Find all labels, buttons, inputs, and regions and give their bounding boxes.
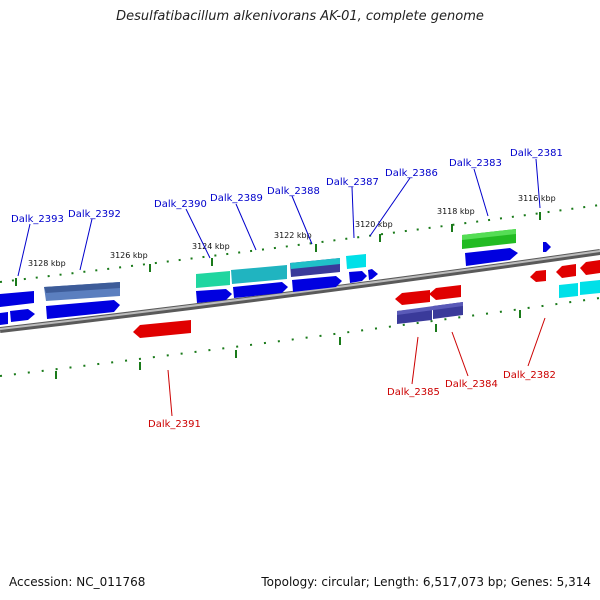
gene-arrow <box>368 269 378 280</box>
gene-label: Dalk_2384 <box>445 379 498 390</box>
kbp-label: 3124 kbp <box>192 242 230 251</box>
scale-line-lower <box>0 297 600 377</box>
gene-arrow <box>46 300 120 319</box>
gene-arrow <box>429 285 461 300</box>
gene-arrow <box>0 291 34 307</box>
gene-arrow <box>556 264 576 278</box>
gene-label: Dalk_2385 <box>387 387 440 398</box>
feature-bar <box>196 271 230 288</box>
feature-bar <box>231 265 287 284</box>
reverse-genes <box>133 260 600 338</box>
feature-track-upper <box>44 229 516 301</box>
gene-label: Dalk_2383 <box>449 158 502 169</box>
gene-label: Dalk_2389 <box>210 193 263 204</box>
kbp-label: 3122 kbp <box>274 231 312 240</box>
gene-arrow <box>292 276 342 292</box>
feature-track-lower <box>397 280 600 324</box>
gene-arrow <box>543 242 551 252</box>
kbp-label: 3118 kbp <box>437 207 475 216</box>
gene-label: Dalk_2390 <box>154 199 207 210</box>
feature-bar <box>580 280 600 295</box>
gene-arrow <box>233 282 288 298</box>
accession-text: Accession: NC_011768 <box>9 575 146 589</box>
gene-arrow <box>395 290 430 305</box>
scale-line-upper <box>0 204 600 283</box>
gene-arrow <box>133 320 191 338</box>
kbp-label: 3126 kbp <box>110 251 148 260</box>
gene-label: Dalk_2392 <box>68 209 121 220</box>
gene-label: Dalk_2381 <box>510 148 563 159</box>
kbp-label: 3128 kbp <box>28 259 66 268</box>
gene-arrow <box>349 271 367 283</box>
forward-genes <box>0 242 551 325</box>
topology-text: Topology: circular; Length: 6,517,073 bp… <box>261 575 591 589</box>
label-leader-lines-upper <box>17 158 541 277</box>
gene-arrow <box>530 270 546 282</box>
gene-label: Dalk_2388 <box>267 186 320 197</box>
feature-bar <box>346 254 366 269</box>
label-leader-lines-lower <box>167 317 546 417</box>
gene-label: Dalk_2386 <box>385 168 438 179</box>
gene-arrow <box>465 248 518 266</box>
feature-bar <box>559 283 578 298</box>
map-title: Desulfatibacillum alkenivorans AK-01, co… <box>116 9 484 24</box>
gene-arrow <box>10 309 35 322</box>
gene-label: Dalk_2387 <box>326 177 379 188</box>
gene-arrow <box>580 260 600 275</box>
gene-label: Dalk_2391 <box>148 419 201 430</box>
kbp-label: 3120 kbp <box>355 220 393 229</box>
gene-arrow <box>196 289 232 303</box>
major-ticks <box>15 212 541 379</box>
gene-label: Dalk_2382 <box>503 370 556 381</box>
gene-label: Dalk_2393 <box>11 214 64 225</box>
gene-arrow <box>0 312 8 325</box>
kbp-label: 3116 kbp <box>518 194 556 203</box>
